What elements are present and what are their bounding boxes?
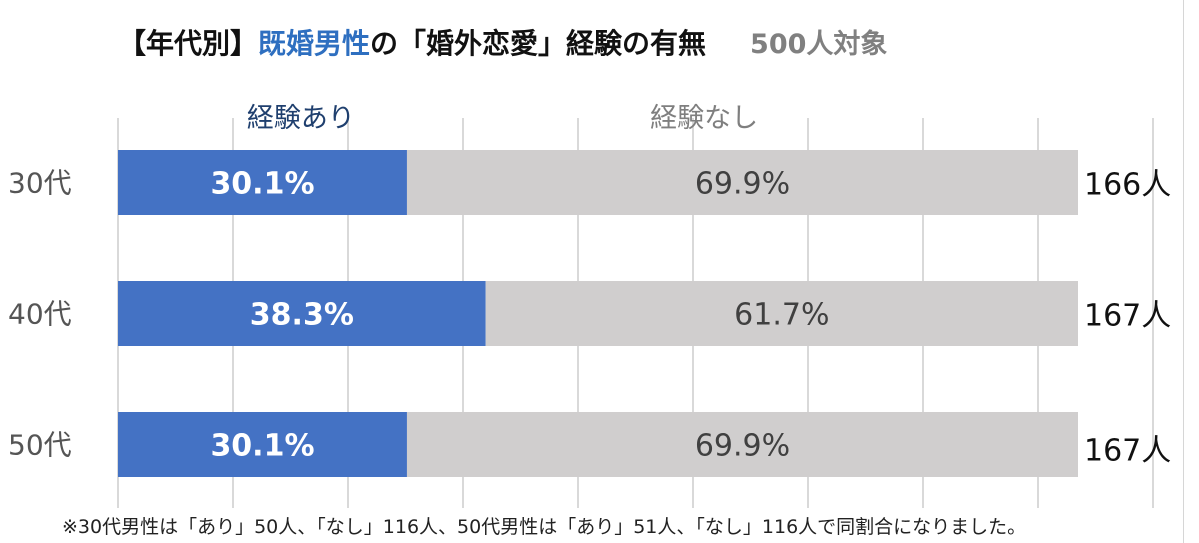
category-label: 40代 (8, 298, 72, 331)
bar-segment-no (406, 150, 1079, 215)
respondent-count: 167人 (1084, 299, 1171, 334)
right-edge-rule (1183, 0, 1184, 543)
category-label: 30代 (8, 167, 72, 200)
data-label-no: 69.9% (695, 167, 790, 202)
respondent-count: 166人 (1084, 168, 1171, 203)
bar-segment-yes (118, 150, 407, 215)
bar-segment-no (406, 412, 1079, 477)
category-label: 50代 (8, 429, 72, 462)
data-label-no: 61.7% (734, 298, 829, 333)
footnote: ※30代男性は「あり」50人、「なし」116人、50代男性は「あり」51人、「な… (62, 516, 1027, 538)
bar-segment-yes (118, 412, 407, 477)
data-label-yes: 38.3% (250, 298, 354, 333)
data-label-no: 69.9% (695, 429, 790, 464)
legend-label-no: 経験なし (650, 103, 758, 134)
chart-title: 【年代別】既婚男性の「婚外恋愛」経験の有無 500人対象 (118, 22, 887, 66)
title-part-1: 【年代別】 (118, 27, 259, 60)
title-part-highlight: 既婚男性 (258, 27, 371, 60)
title-sample-size: 500人対象 (750, 29, 888, 60)
data-label-yes: 30.1% (210, 167, 314, 202)
title-part-3: の「婚外恋愛」経験の有無 (370, 27, 707, 60)
bar-segment-no (485, 281, 1078, 346)
legend-label-yes: 経験あり (247, 103, 355, 134)
data-label-yes: 30.1% (210, 429, 314, 464)
respondent-count: 167人 (1084, 434, 1171, 469)
bar-segment-yes (118, 281, 486, 346)
